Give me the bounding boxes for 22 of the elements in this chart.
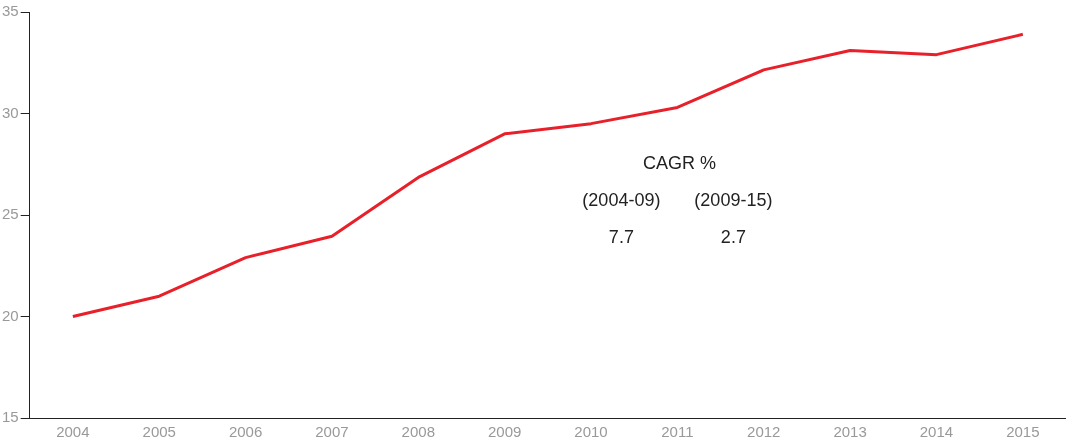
x-tick-label: 2013 <box>833 423 867 441</box>
x-tick-label: 2008 <box>401 423 435 441</box>
x-tick-label: 2015 <box>1006 423 1040 441</box>
x-tick-label: 2004 <box>56 423 90 441</box>
y-tick-label: 25 <box>2 205 19 223</box>
annotation: CAGR % <box>642 153 716 174</box>
y-tick-label: 20 <box>2 306 19 324</box>
y-tick-label: 15 <box>2 408 19 426</box>
x-tick-label: 2009 <box>487 423 522 441</box>
y-tick-label: 30 <box>2 103 19 121</box>
annotation: 2.7 <box>720 227 746 248</box>
annotation: 7.7 <box>608 227 634 248</box>
x-tick-label: 2006 <box>228 423 263 441</box>
x-tick-label: 2010 <box>574 423 608 441</box>
annotation: (2004-09) <box>582 190 661 211</box>
x-tick-label: 2007 <box>315 423 349 441</box>
x-tick-label: 2014 <box>919 423 954 441</box>
x-tick-label: 2011 <box>661 423 694 441</box>
x-tick-label: 2012 <box>747 423 781 441</box>
y-tick-label: 35 <box>2 2 19 20</box>
annotation: (2009-15) <box>694 190 773 211</box>
x-tick-label: 2005 <box>142 423 176 441</box>
